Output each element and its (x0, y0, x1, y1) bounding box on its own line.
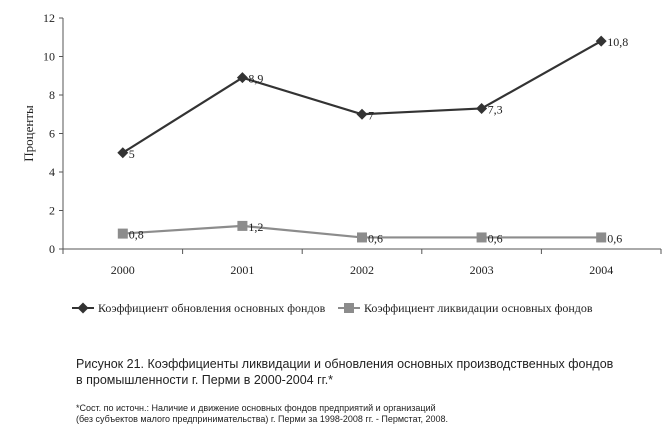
data-label: 0,6 (368, 231, 383, 245)
y-tick-label: 4 (49, 165, 55, 179)
caption-line-1: Рисунок 21. Коэффициенты ликвидации и об… (76, 357, 614, 371)
x-tick-label: 2001 (230, 263, 254, 277)
x-tick-label: 2004 (589, 263, 613, 277)
y-axis-label: Проценты (21, 105, 36, 162)
source-note: *Сост. по источн.: Наличие и движение ос… (76, 403, 636, 425)
data-point (117, 147, 129, 159)
series-line (122, 40, 602, 154)
y-tick-labels: 0 2 4 6 8 10 12 (43, 11, 55, 256)
y-tick-label: 2 (49, 204, 55, 218)
x-tick-label: 2002 (350, 263, 374, 277)
data-label: 8,9 (248, 72, 263, 86)
y-tick-label: 0 (49, 242, 55, 256)
y-tick-label: 6 (49, 127, 55, 141)
x-tick-labels: 2000 2001 2002 2003 2004 (111, 263, 613, 277)
data-point (236, 72, 248, 84)
data-label: 7,3 (488, 102, 503, 116)
chart-series: 5 8,9 7 7,3 10,8 0,8 1,2 0,6 0,6 0,6 (117, 35, 628, 245)
data-point (237, 220, 248, 231)
legend-item: Коэффициент обновления основных фондов (72, 301, 326, 315)
data-point (356, 108, 368, 120)
legend-marker (344, 303, 354, 313)
source-line-2: (без субъектов малого предпринимательств… (76, 414, 449, 424)
legend-marker (77, 302, 89, 314)
data-label: 1,2 (248, 220, 263, 234)
data-label: 0,6 (607, 231, 622, 245)
caption-line-2: в промышленности г. Перми в 2000-2004 гг… (76, 373, 334, 387)
legend-item: Коэффициент ликвидации основных фондов (338, 301, 593, 315)
chart-axes (59, 17, 662, 254)
data-label: 0,8 (129, 228, 144, 242)
legend-label: Коэффициент ликвидации основных фондов (364, 301, 593, 315)
y-tick-label: 10 (43, 50, 55, 64)
x-tick-label: 2000 (111, 263, 135, 277)
data-point (476, 102, 488, 114)
y-tick-label: 12 (43, 11, 55, 25)
data-point (117, 228, 128, 239)
series-1: 5 8,9 7 7,3 10,8 (117, 35, 628, 161)
data-label: 7 (368, 108, 374, 122)
series-2: 0,8 1,2 0,6 0,6 0,6 (117, 220, 622, 245)
data-label: 0,6 (488, 231, 503, 245)
y-tick-label: 8 (49, 88, 55, 102)
chart-legend: Коэффициент обновления основных фондов Ко… (72, 301, 593, 315)
figure-caption: Рисунок 21. Коэффициенты ликвидации и об… (76, 356, 636, 388)
data-label: 10,8 (607, 35, 628, 49)
x-tick-label: 2003 (470, 263, 494, 277)
data-point (595, 35, 607, 47)
data-point (476, 232, 487, 243)
data-point (596, 232, 607, 243)
data-point (357, 232, 367, 243)
source-line-1: *Сост. по источн.: Наличие и движение ос… (76, 403, 436, 413)
data-label: 5 (129, 147, 135, 161)
legend-label: Коэффициент обновления основных фондов (98, 301, 326, 315)
